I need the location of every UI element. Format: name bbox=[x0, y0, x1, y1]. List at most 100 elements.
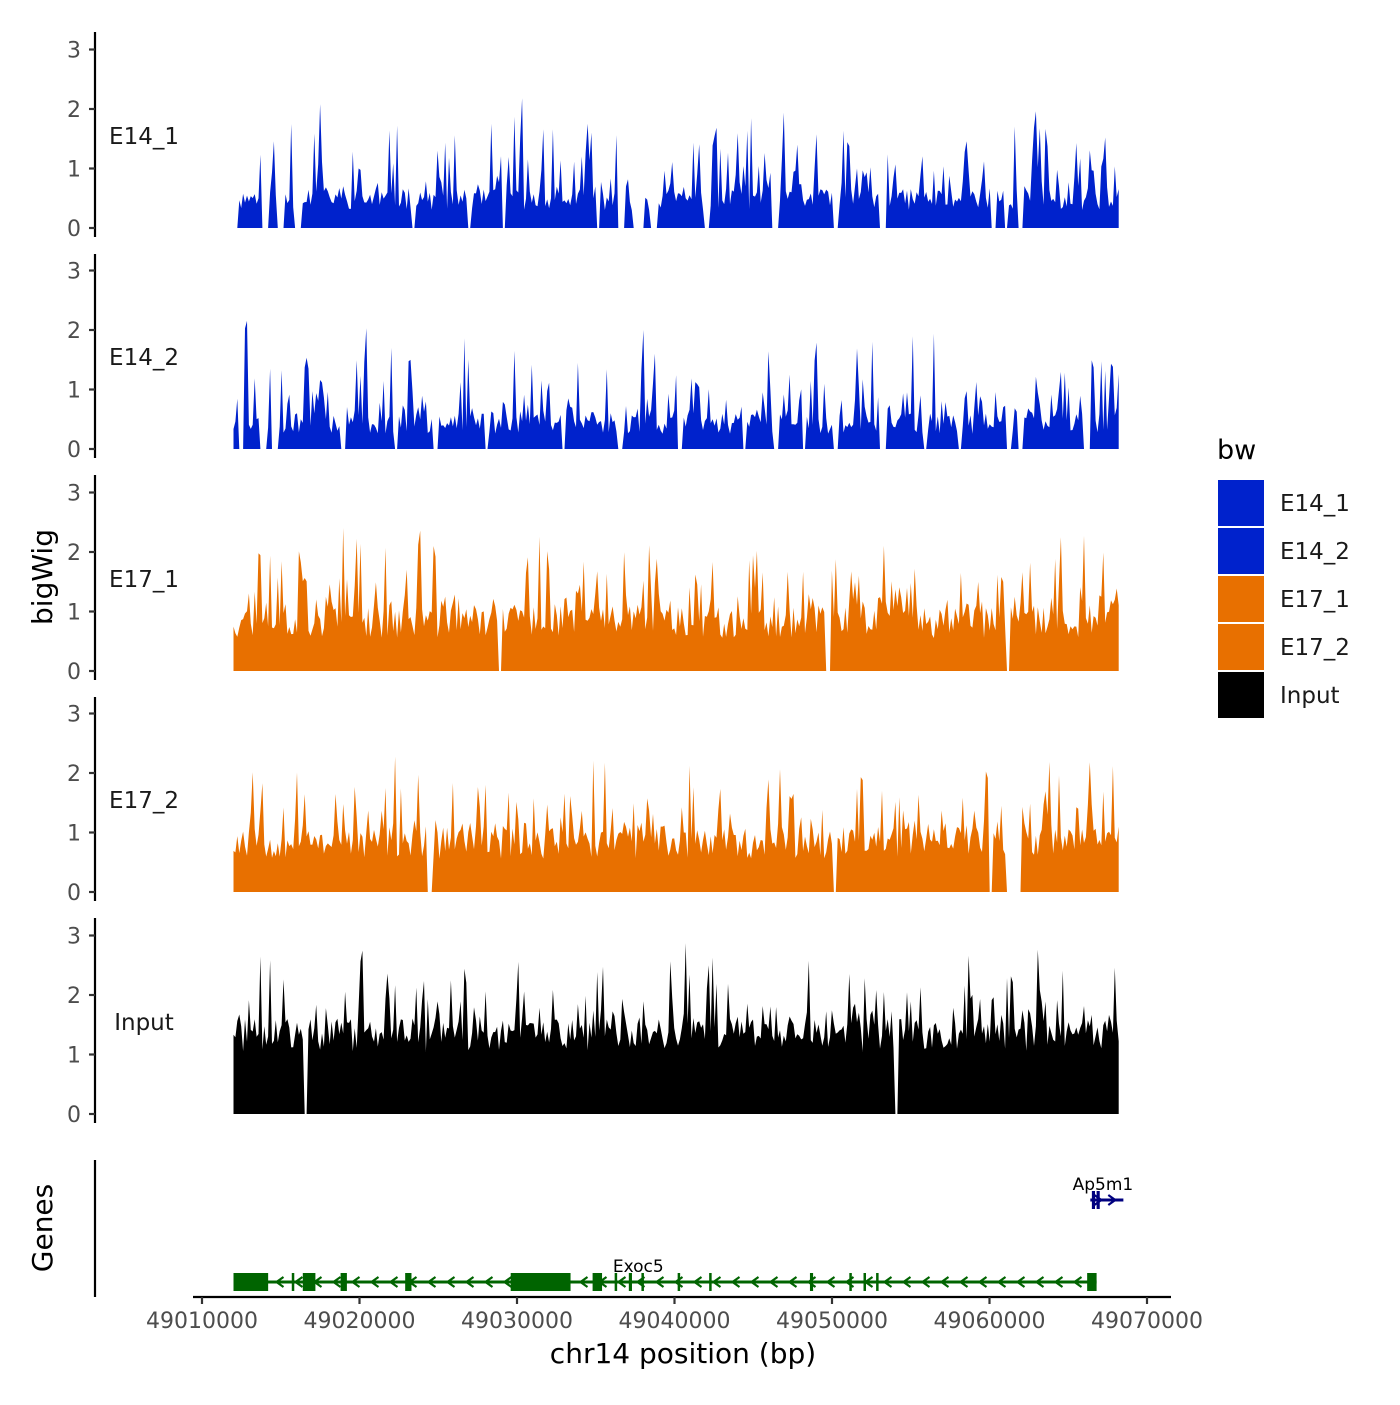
legend-swatch bbox=[1218, 672, 1264, 718]
y-tick-label: 2 bbox=[67, 541, 81, 566]
strand-arrow bbox=[369, 1276, 380, 1288]
x-tick-label: 49010000 bbox=[146, 1309, 258, 1334]
y-tick-label: 1 bbox=[67, 379, 81, 404]
strand-arrow bbox=[1107, 1194, 1118, 1206]
exon bbox=[233, 1273, 269, 1291]
exon bbox=[291, 1273, 295, 1291]
y-tick-label: 3 bbox=[67, 703, 81, 728]
strand-arrow bbox=[692, 1276, 703, 1288]
track-label-E17_1: E17_1 bbox=[109, 567, 179, 593]
strand-arrow bbox=[445, 1276, 456, 1288]
exon bbox=[340, 1273, 347, 1291]
strand-arrow bbox=[882, 1276, 893, 1288]
strand-arrow bbox=[1053, 1276, 1064, 1288]
x-tick-label: 49030000 bbox=[461, 1309, 573, 1334]
legend-title: bw bbox=[1217, 435, 1256, 466]
exon bbox=[1096, 1191, 1100, 1209]
legend-swatch bbox=[1218, 624, 1264, 670]
strand-arrow bbox=[825, 1276, 836, 1288]
exon bbox=[1087, 1273, 1097, 1291]
exon bbox=[876, 1273, 879, 1291]
strand-arrow bbox=[996, 1276, 1007, 1288]
y-tick-label: 0 bbox=[67, 881, 81, 906]
y-tick-label: 3 bbox=[67, 925, 81, 950]
strand-arrow bbox=[711, 1276, 722, 1288]
strand-arrow bbox=[331, 1276, 342, 1288]
track-label-E17_2: E17_2 bbox=[109, 788, 179, 814]
y-tick-label: 0 bbox=[67, 438, 81, 463]
strand-arrow bbox=[730, 1276, 741, 1288]
x-tick-label: 49020000 bbox=[304, 1309, 416, 1334]
genes-track-title: Genes bbox=[26, 1184, 59, 1272]
strand-arrow bbox=[768, 1276, 779, 1288]
legend-item-E17_1: E17_1 bbox=[1218, 576, 1350, 622]
exon bbox=[709, 1273, 712, 1291]
legend-label: E17_2 bbox=[1280, 635, 1350, 661]
coverage-area-Input bbox=[233, 943, 1119, 1114]
y-tick-label: 1 bbox=[67, 822, 81, 847]
exon bbox=[628, 1273, 632, 1291]
coverage-area-E17_2 bbox=[233, 756, 1119, 892]
track-E17_2: 0 1 2 3 E17_2 bbox=[67, 697, 1119, 906]
y-tick-label: 1 bbox=[67, 1044, 81, 1069]
coverage-area-E17_1 bbox=[233, 528, 1119, 671]
legend-label: E14_1 bbox=[1280, 491, 1350, 517]
x-tick-label: 49050000 bbox=[776, 1309, 888, 1334]
x-tick-label: 49040000 bbox=[619, 1309, 731, 1334]
track-Input: 0 1 2 3 Input bbox=[67, 918, 1119, 1128]
legend-swatch bbox=[1218, 528, 1264, 574]
exon bbox=[863, 1273, 866, 1291]
y-tick-label: 2 bbox=[67, 319, 81, 344]
strand-arrow bbox=[274, 1276, 285, 1288]
tracks-layer: 0 1 2 3 E14_1 0 1 2 3 E14_2 0 1 2 3 E17_1 0 1 2 3 E17_2 0 1 2 3… bbox=[67, 32, 1119, 1128]
track-E14_2: 0 1 2 3 E14_2 bbox=[67, 254, 1119, 463]
strand-arrow bbox=[1072, 1276, 1083, 1288]
exon bbox=[677, 1273, 681, 1291]
exon bbox=[849, 1273, 852, 1291]
x-axis: 49010000 49020000 49030000 49040000 49050000… bbox=[146, 1295, 1203, 1334]
exon bbox=[405, 1273, 412, 1291]
strand-arrow bbox=[350, 1276, 361, 1288]
strand-arrow bbox=[578, 1276, 589, 1288]
y-tick-label: 2 bbox=[67, 984, 81, 1009]
strand-arrow bbox=[388, 1276, 399, 1288]
legend-item-Input: Input bbox=[1218, 672, 1340, 718]
legend-label: E14_2 bbox=[1280, 539, 1350, 565]
exon bbox=[809, 1273, 814, 1291]
strand-arrow bbox=[901, 1276, 912, 1288]
y-tick-label: 3 bbox=[67, 39, 81, 64]
legend: bw E14_1 E14_2 E17_1 E17_2 Input bbox=[1217, 435, 1350, 718]
strand-arrow bbox=[293, 1276, 304, 1288]
legend-item-E17_2: E17_2 bbox=[1218, 624, 1350, 670]
legend-label: Input bbox=[1280, 683, 1340, 709]
y-tick-label: 1 bbox=[67, 601, 81, 626]
legend-swatch bbox=[1218, 576, 1264, 622]
y-tick-label: 1 bbox=[67, 158, 81, 183]
coverage-area-E14_1 bbox=[233, 98, 1119, 228]
strand-arrow bbox=[958, 1276, 969, 1288]
legend-item-E14_1: E14_1 bbox=[1218, 480, 1350, 526]
y-tick-label: 3 bbox=[67, 482, 81, 507]
strand-arrow bbox=[1034, 1276, 1045, 1288]
exon bbox=[302, 1273, 316, 1291]
exon bbox=[1091, 1191, 1096, 1209]
y-axis-title: bigWig bbox=[26, 529, 59, 625]
track-label-E14_1: E14_1 bbox=[109, 124, 179, 150]
gene-label-Exoc5: Exoc5 bbox=[613, 1257, 664, 1277]
legend-swatch bbox=[1218, 480, 1264, 526]
strand-arrow bbox=[673, 1276, 684, 1288]
legend-item-E14_2: E14_2 bbox=[1218, 528, 1350, 574]
y-tick-label: 3 bbox=[67, 260, 81, 285]
x-tick-label: 49070000 bbox=[1091, 1309, 1203, 1334]
y-tick-label: 2 bbox=[67, 98, 81, 123]
x-axis-title: chr14 position (bp) bbox=[550, 1337, 816, 1370]
gene-Ap5m1: Ap5m1 bbox=[1073, 1175, 1133, 1209]
strand-arrow bbox=[977, 1276, 988, 1288]
strand-arrow bbox=[426, 1276, 437, 1288]
track-E17_1: 0 1 2 3 E17_1 bbox=[67, 475, 1119, 685]
x-tick-label: 49060000 bbox=[934, 1309, 1046, 1334]
legend-label: E17_1 bbox=[1280, 587, 1350, 613]
coverage-area-E14_2 bbox=[233, 320, 1119, 449]
